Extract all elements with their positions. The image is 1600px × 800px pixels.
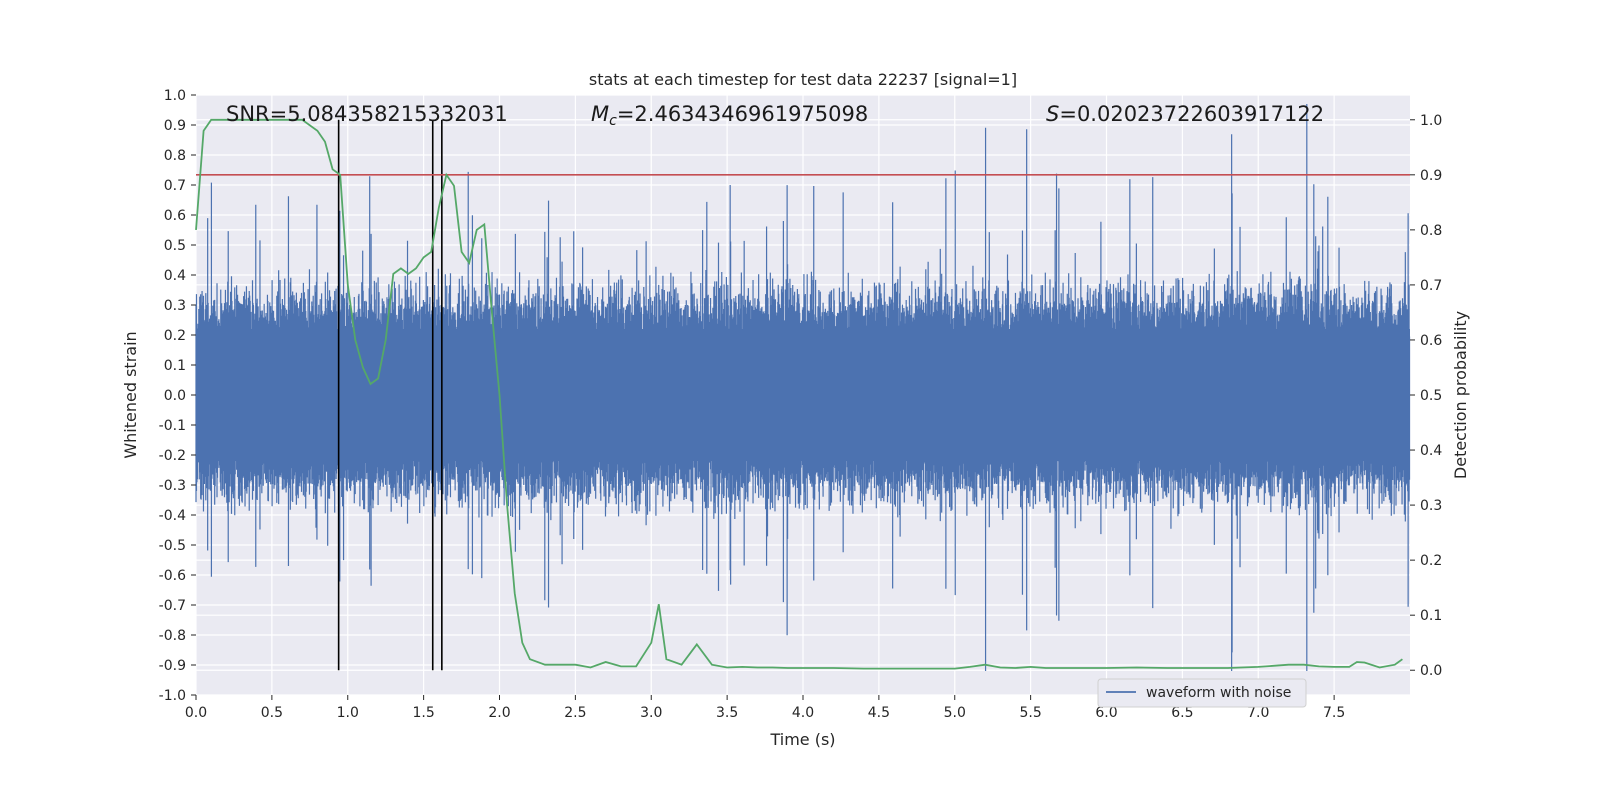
- y-tick-label: 0.4: [164, 268, 186, 284]
- chirp-mass-annotation: Mc=2.4634346961975098: [591, 102, 868, 129]
- x-tick-label: 7.0: [1247, 705, 1269, 721]
- y-tick-label: -0.5: [159, 538, 186, 554]
- x-tick-label: 2.0: [488, 705, 510, 721]
- x-tick-label: 4.0: [792, 705, 814, 721]
- y-tick-label: 0.6: [164, 208, 186, 224]
- y2-axis-ticks: 1.0 0.9 0.8 0.7 0.6 0.5 0.4 0.3 0.2 0.1 0.0: [1410, 113, 1442, 679]
- x-tick-label: 0.0: [185, 705, 207, 721]
- s-value: =0.02023722603917122: [1059, 102, 1324, 126]
- y2-axis-label: Detection probability: [1451, 311, 1470, 479]
- x-tick-label: 7.5: [1323, 705, 1345, 721]
- s-symbol: S: [1046, 102, 1059, 126]
- y-tick-label: -1.0: [159, 688, 186, 704]
- x-tick-label: 6.5: [1171, 705, 1193, 721]
- x-tick-label: 1.5: [412, 705, 434, 721]
- y-tick-label: 0.3: [164, 298, 186, 314]
- x-tick-label: 4.5: [868, 705, 890, 721]
- y2-tick-label: 1.0: [1420, 113, 1442, 129]
- snr-annotation: SNR=5.084358215332031: [226, 102, 508, 126]
- legend-box: [1097, 678, 1307, 708]
- x-axis-ticks: 0.0 0.5 1.0 1.5 2.0 2.5 3.0 3.5 4.0 4.5 5.0 5.5 6.0 6…: [185, 695, 1345, 721]
- mc-symbol: M: [591, 102, 609, 126]
- mc-subscript: c: [609, 113, 617, 129]
- y2-tick-label: 0.2: [1420, 553, 1442, 569]
- y-axis-label: Whitened strain: [121, 331, 140, 458]
- x-tick-label: 5.0: [944, 705, 966, 721]
- y2-tick-label: 0.8: [1420, 223, 1442, 239]
- y-tick-label: 0.0: [164, 388, 186, 404]
- x-tick-label: 5.5: [1019, 705, 1041, 721]
- x-tick-label: 0.5: [261, 705, 283, 721]
- strain-series: [195, 104, 1411, 671]
- legend: waveform with noise: [1097, 678, 1307, 708]
- y-tick-label: 0.8: [164, 148, 186, 164]
- y2-tick-label: 0.4: [1420, 443, 1442, 459]
- y-tick-label: 1.0: [164, 88, 186, 104]
- x-tick-label: 6.0: [1095, 705, 1117, 721]
- s-annotation: S=0.02023722603917122: [1046, 102, 1324, 126]
- y-tick-label: 0.5: [164, 238, 186, 254]
- y2-tick-label: 0.7: [1420, 278, 1442, 294]
- x-tick-label: 2.5: [564, 705, 586, 721]
- mc-value: =2.4634346961975098: [617, 102, 868, 126]
- detection-probability-line: [195, 118, 1403, 670]
- x-axis-label: Time (s): [769, 730, 835, 749]
- y-tick-label: -0.9: [159, 658, 186, 674]
- y2-tick-label: 0.1: [1420, 608, 1442, 624]
- x-tick-label: 3.5: [716, 705, 738, 721]
- y2-tick-label: 0.0: [1420, 663, 1442, 679]
- y-tick-label: 0.1: [164, 358, 186, 374]
- strain-core: [196, 329, 1410, 461]
- y-tick-label: -0.1: [159, 418, 186, 434]
- y2-tick-label: 0.5: [1420, 388, 1442, 404]
- y2-tick-label: 0.3: [1420, 498, 1442, 514]
- y-axis-ticks: 1.0 0.9 0.8 0.7 0.6 0.5 0.4 0.3 0.2 0.1 0.0 -0.1 -0.…: [159, 88, 196, 704]
- vertical-markers: [337, 119, 443, 671]
- y-tick-label: 0.2: [164, 328, 186, 344]
- y-tick-label: -0.4: [159, 508, 186, 524]
- y-tick-label: -0.8: [159, 628, 186, 644]
- y-tick-label: -0.7: [159, 598, 186, 614]
- y-tick-label: 0.7: [164, 178, 186, 194]
- y2-tick-label: 0.9: [1420, 168, 1442, 184]
- x-tick-label: 3.0: [640, 705, 662, 721]
- legend-entry: waveform with noise: [1146, 685, 1291, 701]
- y2-tick-label: 0.6: [1420, 333, 1442, 349]
- chart-title: stats at each timestep for test data 222…: [589, 70, 1017, 89]
- x-tick-label: 1.0: [337, 705, 359, 721]
- y-tick-label: -0.6: [159, 568, 186, 584]
- y-tick-label: -0.2: [159, 448, 186, 464]
- y-tick-label: 0.9: [164, 118, 186, 134]
- y-tick-label: -0.3: [159, 478, 186, 494]
